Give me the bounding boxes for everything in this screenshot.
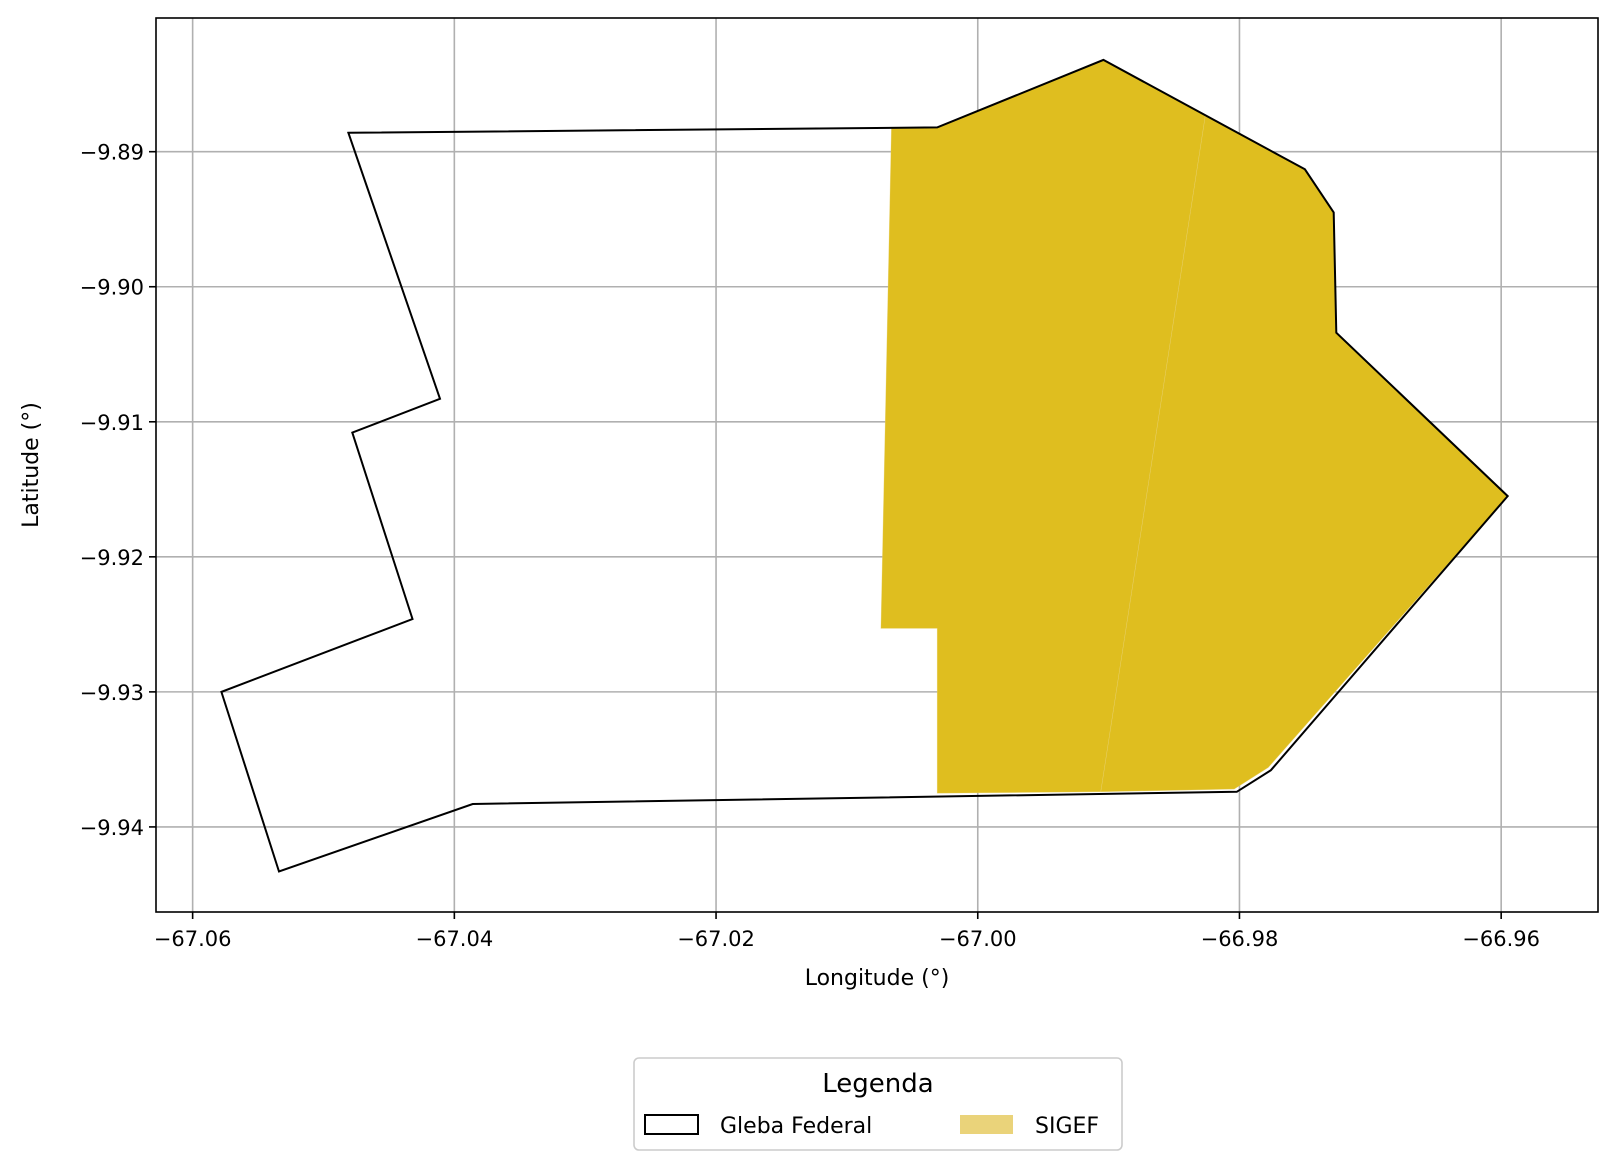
legend-swatch-sigef (960, 1115, 1013, 1134)
y-tick-label: −9.91 (80, 411, 144, 435)
y-tick-label: −9.93 (80, 681, 144, 705)
x-tick-label: −66.96 (1462, 927, 1540, 951)
plot-area: −67.06 −67.04 −67.02 −67.00 −66.98 −66.96 −9.8… (80, 17, 1599, 951)
x-tick-label: −67.04 (415, 927, 493, 951)
legend: Legenda Gleba Federal SIGEF (633, 1057, 1123, 1151)
y-tick-label: −9.94 (80, 816, 144, 840)
y-tick-label: −9.92 (80, 546, 144, 570)
map-layers (220, 58, 1510, 873)
y-tick-label: −9.90 (80, 276, 144, 300)
x-axis-label: Longitude (°) (805, 966, 950, 991)
x-tick-label: −66.98 (1201, 927, 1279, 951)
x-tick-label: −67.02 (677, 927, 755, 951)
legend-title: Legenda (822, 1069, 933, 1099)
y-tick-label: −9.89 (80, 141, 144, 165)
axis-ticks: −67.06 −67.04 −67.02 −67.00 −66.98 −66.96 −9.8… (80, 141, 1540, 951)
x-tick-label: −67.00 (939, 927, 1017, 951)
legend-label-sigef: SIGEF (1035, 1114, 1099, 1139)
legend-swatch-gleba-federal (644, 1114, 699, 1135)
legend-label-gleba-federal: Gleba Federal (720, 1114, 872, 1139)
y-axis-label: Latitude (°) (19, 402, 44, 528)
gleba-federal-boundary (220, 58, 1510, 873)
x-tick-label: −67.06 (154, 927, 232, 951)
plot-frame (155, 17, 1599, 913)
